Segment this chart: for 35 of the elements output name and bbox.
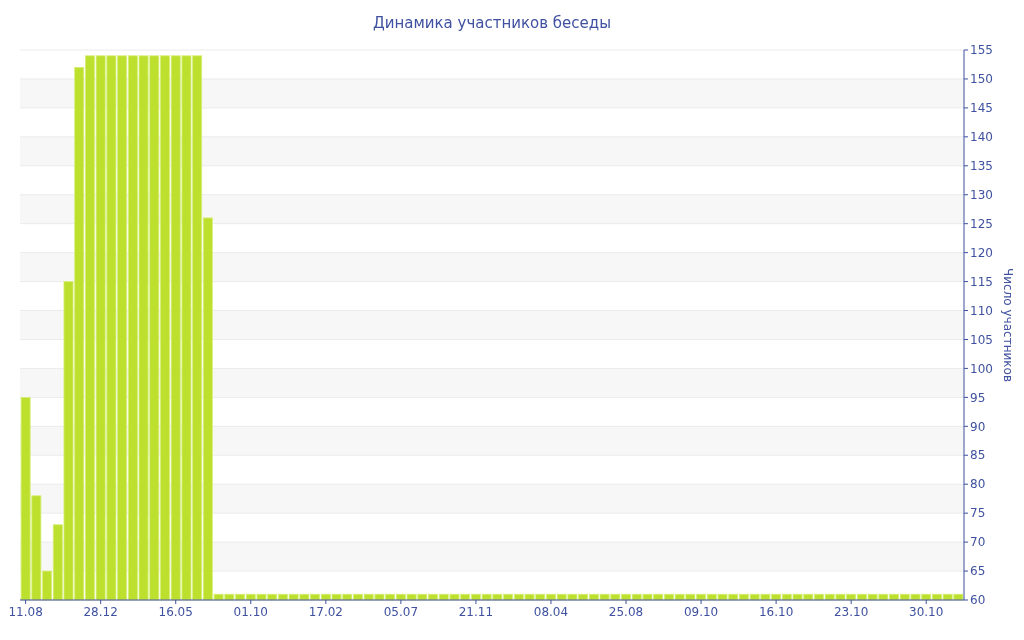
y2-tick-label: 135	[970, 158, 993, 173]
y2-tick-label: 80	[970, 477, 986, 492]
y2-tick-label: 130	[970, 187, 993, 202]
x-tick-label: 16.10	[758, 605, 794, 619]
x-tick-label: 25.08	[608, 605, 644, 619]
y2-tick-label: 65	[970, 564, 986, 579]
chart-title: Динамика участников беседы	[372, 14, 612, 32]
y2-tick-label: 100	[970, 361, 993, 376]
x-tick-label: 21.11	[458, 605, 494, 619]
x-tick-label: 08.04	[533, 605, 569, 619]
x-tick-label: 05.07	[383, 605, 419, 619]
x-tick-label: 11.08	[8, 605, 43, 619]
x-tick-label: 01.10	[233, 605, 268, 619]
y2-tick-label: 120	[970, 245, 993, 260]
y2-tick-label: 85	[970, 448, 986, 463]
y2-tick-label: 145	[970, 101, 993, 116]
y2-tick-label: 60	[970, 593, 986, 608]
y2-tick-label: 125	[970, 216, 993, 231]
y2-tick-label: 150	[970, 72, 993, 87]
y2-tick-label: 75	[970, 506, 986, 521]
y2-tick-label: 90	[970, 419, 986, 434]
x-tick-label: 23.10	[833, 605, 869, 619]
y2-tick-label: 140	[970, 130, 993, 145]
x-tick-label: 17.02	[308, 605, 343, 619]
y2-tick-label: 105	[970, 332, 993, 347]
x-tick-label: 28.12	[83, 605, 118, 619]
x-tick-label: 09.10	[683, 605, 719, 619]
y2-tick-label: 70	[970, 535, 986, 550]
y2-tick-label: 95	[970, 390, 986, 405]
x-tick-label: 16.05	[158, 605, 193, 619]
x-tick-label: 30.10	[909, 605, 944, 619]
y2-tick-label: 155	[970, 43, 993, 58]
y2-tick-label: 115	[970, 274, 993, 289]
y2-tick-label: 110	[970, 303, 993, 318]
y2-axis-title: Число участников	[1001, 268, 1015, 382]
